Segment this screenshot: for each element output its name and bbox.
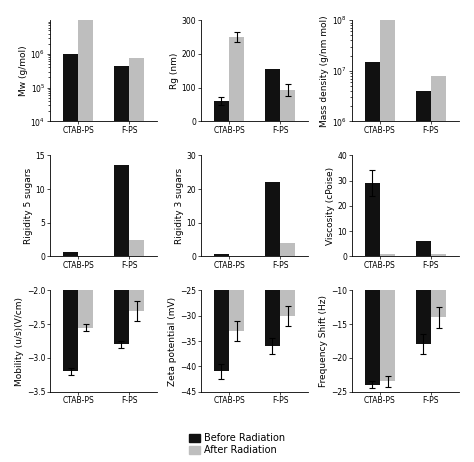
Bar xyxy=(114,165,129,256)
Y-axis label: Mass density (g/nm mol): Mass density (g/nm mol) xyxy=(320,15,329,127)
Bar xyxy=(78,156,93,328)
Bar xyxy=(129,156,145,310)
Bar xyxy=(280,243,295,256)
Y-axis label: Mobility (u/s)(V/cm): Mobility (u/s)(V/cm) xyxy=(15,297,24,385)
Bar xyxy=(365,62,380,462)
Bar xyxy=(229,37,245,122)
Bar xyxy=(114,66,129,462)
Bar xyxy=(63,252,78,256)
Bar xyxy=(380,20,395,462)
Bar xyxy=(214,254,229,256)
Y-axis label: Rg (nm): Rg (nm) xyxy=(170,53,179,89)
Bar xyxy=(265,164,280,346)
Bar xyxy=(431,76,446,462)
Bar xyxy=(416,91,431,462)
Bar xyxy=(431,255,446,256)
Bar xyxy=(229,164,245,331)
Bar xyxy=(129,58,145,462)
Bar xyxy=(280,164,295,316)
Bar xyxy=(214,164,229,371)
Bar xyxy=(63,156,78,371)
Bar xyxy=(265,182,280,256)
Bar xyxy=(416,241,431,256)
Bar xyxy=(380,223,395,382)
Bar xyxy=(78,10,93,462)
Bar xyxy=(280,90,295,122)
Bar xyxy=(365,223,380,385)
Bar xyxy=(380,255,395,256)
Bar xyxy=(214,101,229,122)
Bar xyxy=(416,223,431,344)
Bar xyxy=(431,223,446,317)
Y-axis label: Rigidity 5 sugars: Rigidity 5 sugars xyxy=(24,168,33,244)
Y-axis label: Frequency Shift (Hz): Frequency Shift (Hz) xyxy=(319,295,328,387)
Bar xyxy=(114,156,129,344)
Bar xyxy=(365,183,380,256)
Bar xyxy=(265,69,280,122)
Legend: Before Radiation, After Radiation: Before Radiation, After Radiation xyxy=(187,432,287,457)
Bar xyxy=(129,240,145,256)
Y-axis label: Zeta potential (mV): Zeta potential (mV) xyxy=(168,297,177,386)
Bar xyxy=(63,54,78,462)
Y-axis label: Mw (g/mol): Mw (g/mol) xyxy=(18,45,27,96)
Y-axis label: Rigidity 3 sugars: Rigidity 3 sugars xyxy=(174,168,183,244)
Y-axis label: Viscosity (cPoise): Viscosity (cPoise) xyxy=(326,167,335,245)
